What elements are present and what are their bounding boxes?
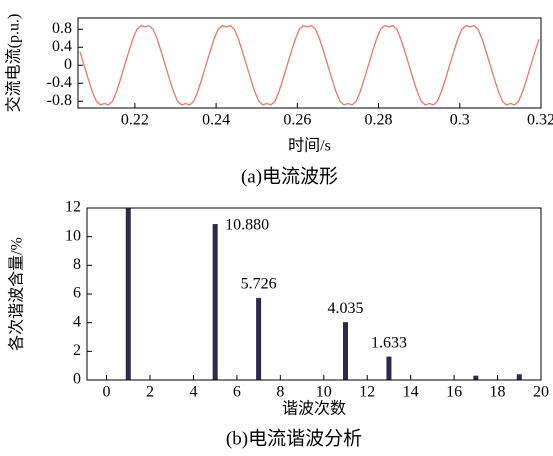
- y-axis-label: 各次谐波含量/%: [8, 237, 26, 351]
- y-tick-label: 12: [65, 199, 81, 216]
- value-label: 5.726: [241, 276, 277, 293]
- bar: [342, 322, 348, 380]
- bar: [125, 208, 131, 380]
- y-tick-label: 10: [65, 227, 81, 244]
- bar: [212, 224, 218, 380]
- plot-frame: [86, 207, 542, 381]
- y-tick-label: 0: [73, 371, 81, 388]
- value-label: 10.880: [225, 217, 269, 234]
- x-tick-label: 12: [359, 384, 375, 401]
- y-axis-label: 交流电流(p.u.): [5, 14, 23, 113]
- value-label: 4.035: [327, 300, 363, 317]
- x-tick-label: 14: [403, 384, 419, 401]
- x-tick-label: 0.22: [121, 112, 149, 129]
- x-axis-label: 时间/s: [288, 137, 331, 155]
- y-tick-label: 4: [73, 313, 81, 330]
- bar: [516, 374, 522, 380]
- bar: [386, 356, 392, 380]
- y-tick-label: 0.8: [52, 20, 72, 37]
- waveform: [79, 24, 540, 106]
- bar: [473, 375, 479, 380]
- y-tick-label: 8: [73, 256, 81, 273]
- x-tick-label: 0.26: [283, 112, 311, 129]
- x-tick-label: 16: [446, 384, 462, 401]
- caption: (a)电流波形: [241, 165, 338, 187]
- caption: (b)电流谐波分析: [226, 427, 362, 449]
- x-tick-label: 0.28: [365, 112, 393, 129]
- x-tick-label: 0.24: [202, 112, 230, 129]
- x-tick-label: 0: [103, 384, 111, 401]
- x-tick-label: 2: [146, 384, 154, 401]
- value-label: 1.633: [371, 334, 407, 351]
- y-tick-label: 2: [73, 342, 81, 359]
- x-tick-label: 8: [276, 384, 284, 401]
- bar: [256, 297, 262, 380]
- x-tick-label: 10: [316, 384, 332, 401]
- x-tick-label: 0.3: [450, 112, 470, 129]
- y-tick-label: 6: [73, 285, 81, 302]
- x-tick-label: 20: [533, 384, 549, 401]
- x-tick-label: 0.32: [527, 112, 553, 129]
- y-tick-label: 0: [64, 56, 72, 73]
- bars: [125, 208, 522, 380]
- y-tick-label: -0.8: [47, 92, 72, 109]
- y-tick-label: 0.4: [52, 38, 72, 55]
- x-tick-label: 18: [490, 384, 506, 401]
- x-axis-label: 谐波次数: [282, 400, 346, 418]
- plot-frame: [77, 17, 542, 109]
- x-tick-label: 6: [233, 384, 241, 401]
- x-tick-label: 4: [189, 384, 197, 401]
- y-tick-label: -0.4: [47, 74, 72, 91]
